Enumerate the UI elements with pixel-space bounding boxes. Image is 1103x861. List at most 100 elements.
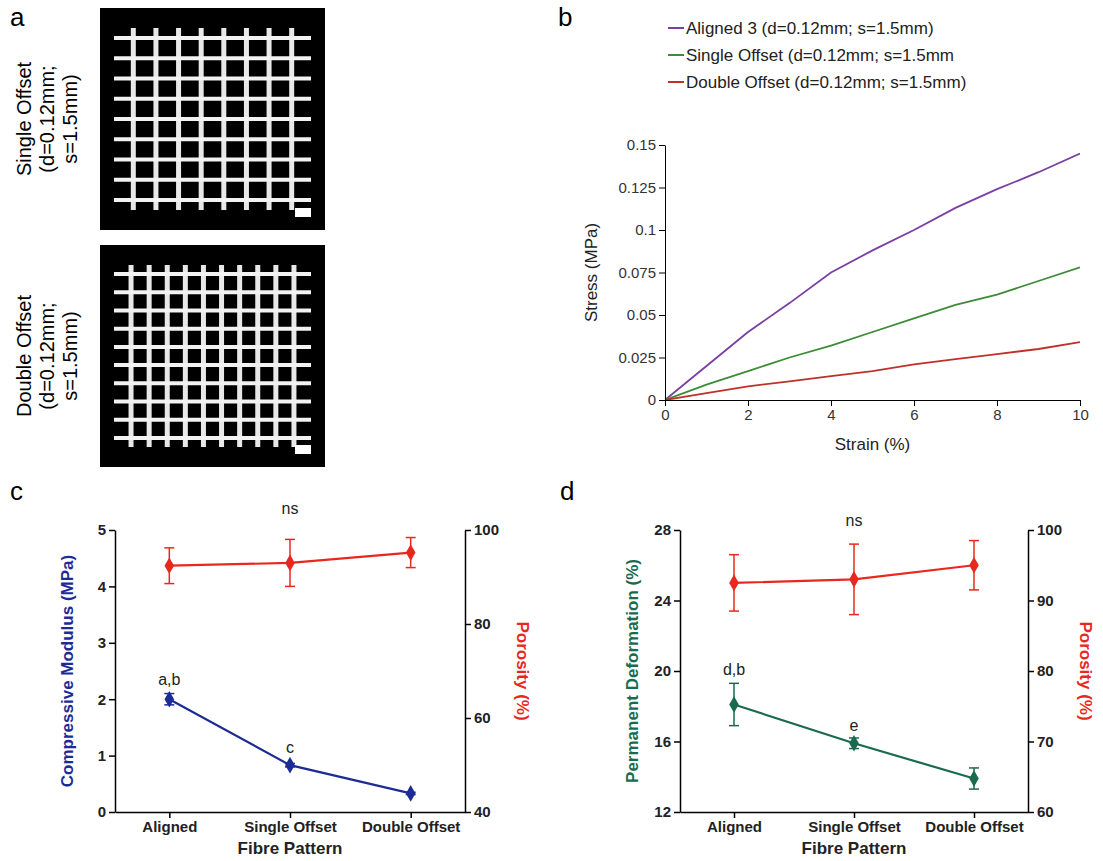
tick: 28 — [654, 521, 680, 538]
fibre — [114, 327, 311, 331]
axis: 406080100 — [465, 521, 499, 820]
tick-label: 20 — [654, 662, 671, 679]
axis: 0246810 — [661, 400, 1089, 423]
annotation: e — [850, 717, 859, 734]
tick: 4 — [827, 400, 835, 423]
fibre — [114, 381, 311, 385]
tick: 0 — [648, 391, 665, 408]
photo-label-line: s=1.5mm) — [59, 74, 81, 163]
series-line — [734, 704, 974, 778]
fibre — [114, 157, 311, 161]
series — [164, 691, 415, 802]
tick: 60 — [465, 709, 491, 726]
tick-mark — [109, 755, 115, 757]
series-line — [169, 699, 410, 793]
y-axis-title: Stress (MPa) — [582, 223, 601, 322]
legend-swatch — [668, 27, 684, 29]
fibre — [114, 290, 311, 294]
y-axis-title: Compressive Modulus (MPa) — [58, 555, 77, 787]
tick-label: 80 — [474, 615, 491, 632]
tick: 80 — [465, 615, 491, 632]
marker — [165, 557, 175, 574]
error-bar-segment — [285, 539, 295, 541]
tick-mark — [674, 741, 680, 743]
tick: 100 — [465, 521, 499, 538]
fibre — [114, 436, 311, 440]
annotation: a,b — [158, 671, 180, 688]
photo-background — [100, 245, 325, 467]
tick-label: Aligned — [707, 818, 762, 835]
tick-label: 6 — [910, 406, 918, 423]
axis-line — [665, 146, 666, 401]
tick: Single Offset — [244, 812, 337, 835]
marker — [849, 735, 859, 752]
photo — [100, 245, 325, 467]
tick-label: 0 — [98, 803, 106, 820]
tick-label: 0.05 — [627, 306, 656, 323]
tick-mark — [109, 643, 115, 645]
marker — [165, 691, 175, 708]
series-line — [665, 342, 1080, 400]
tick-label: 28 — [654, 521, 671, 538]
tick: 90 — [1028, 592, 1054, 609]
tick: Double Offset — [925, 812, 1023, 835]
marker — [849, 571, 859, 588]
tick-label: 60 — [1037, 803, 1054, 820]
tick-mark — [109, 586, 115, 588]
tick-label: Double Offset — [925, 818, 1023, 835]
error-bar — [849, 544, 859, 615]
tick-mark — [659, 188, 665, 189]
error-bar-segment — [969, 589, 979, 591]
tick-label: 16 — [654, 733, 671, 750]
tick-mark — [659, 273, 665, 274]
error-bar-segment — [729, 554, 739, 556]
tick-label: 12 — [654, 803, 671, 820]
error-bar-segment — [849, 543, 859, 545]
tick: 10 — [1072, 400, 1089, 423]
figure: aSingle Offset(d=0.12mm;s=1.5mm)Double O… — [0, 0, 1103, 861]
marker — [969, 557, 979, 574]
tick: 100 — [1028, 521, 1062, 538]
tick: 0.075 — [618, 264, 665, 281]
error-bar — [969, 541, 979, 590]
fibre — [114, 198, 311, 202]
marker — [969, 770, 979, 787]
tick-mark — [659, 145, 665, 146]
fibre — [114, 77, 311, 81]
fibre — [114, 345, 311, 349]
tick: 0.1 — [635, 221, 665, 238]
tick-label: 2 — [744, 406, 752, 423]
tick: Double Offset — [362, 812, 460, 835]
scale-bar — [295, 208, 311, 217]
marker — [729, 696, 739, 713]
fibre — [114, 97, 311, 101]
tick-mark — [109, 530, 115, 532]
annotation: d,b — [723, 661, 745, 678]
photo-label-line: Double Offset — [13, 295, 35, 417]
tick-mark — [109, 812, 115, 814]
tick: 3 — [98, 634, 115, 651]
error-bar-segment — [406, 567, 416, 569]
series — [729, 683, 979, 789]
tick-mark — [109, 699, 115, 701]
marker — [285, 757, 295, 774]
tick-label: 24 — [654, 592, 671, 609]
tick-mark — [659, 400, 665, 401]
tick-mark — [659, 315, 665, 316]
panel-label: a — [10, 2, 25, 32]
photo-label: Double Offset(d=0.12mm;s=1.5mm) — [13, 295, 81, 417]
tick-label: 3 — [98, 634, 106, 651]
tick-mark — [1028, 530, 1034, 532]
fibre — [114, 363, 311, 367]
plot-area — [665, 154, 1080, 401]
x-axis-title: Fibre Pattern — [802, 839, 907, 858]
axis: AlignedSingle OffsetDouble Offset — [681, 812, 1029, 835]
tick-mark — [674, 812, 680, 814]
tick-label: 5 — [98, 521, 106, 538]
tick-label: 4 — [98, 578, 107, 595]
error-bar — [969, 768, 979, 789]
axis: 12 16 20 24 28 — [654, 521, 680, 820]
fibre — [114, 272, 311, 276]
tick: 0 — [661, 400, 669, 423]
tick-mark — [1028, 600, 1034, 602]
